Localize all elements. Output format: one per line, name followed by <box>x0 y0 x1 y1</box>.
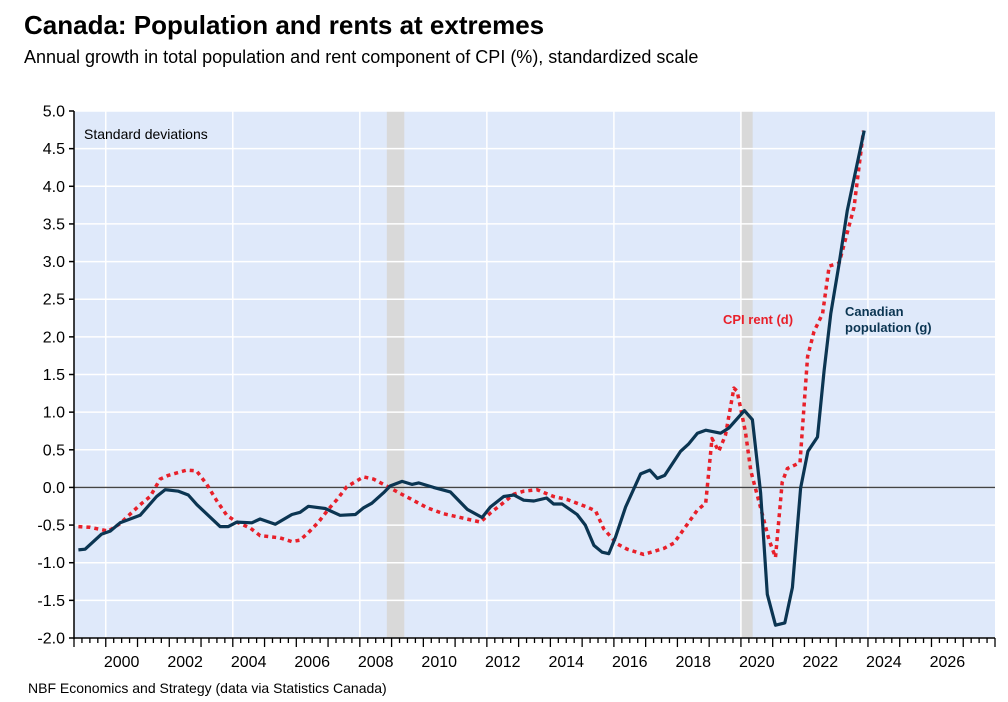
x-tick-label: 2002 <box>167 654 203 671</box>
y-tick-label: -1.0 <box>37 555 65 572</box>
population-annotation-line1: Canadian <box>845 304 904 319</box>
y-unit-label: Standard deviations <box>84 126 208 142</box>
y-tick-label: 2.5 <box>43 292 65 309</box>
x-tick-label: 2020 <box>739 654 775 671</box>
x-tick-label: 2006 <box>294 654 330 671</box>
x-tick-label: 2018 <box>675 654 711 671</box>
population-series-line <box>78 130 866 627</box>
chart-subtitle: Annual growth in total population and re… <box>24 47 699 67</box>
x-tick-label: 2008 <box>358 654 394 671</box>
x-tick-label: 2022 <box>803 654 839 671</box>
x-tick-label: 2024 <box>866 654 902 671</box>
y-tick-label: 0.0 <box>43 480 65 497</box>
y-tick-label: 0.5 <box>43 442 65 459</box>
rent-annotation: CPI rent (d) <box>723 312 793 327</box>
axes: -2.0 -1.5 -1.0 -0.5 0.0 0.5 1.0 1.5 2.0 2.5 3.0 3.5… <box>37 104 996 671</box>
x-tick-label: 2010 <box>421 654 457 671</box>
y-tick-label: 5.0 <box>43 104 65 121</box>
y-tick-label: -0.5 <box>37 518 65 535</box>
y-tick-label: 4.5 <box>43 141 65 158</box>
series-lines <box>78 130 866 627</box>
y-tick-label: 3.0 <box>43 254 65 271</box>
y-tick-label: 3.5 <box>43 216 65 233</box>
x-tick-label: 2016 <box>612 654 648 671</box>
y-tick-label: 1.5 <box>43 367 65 384</box>
chart-title: Canada: Population and rents at extremes <box>24 10 545 40</box>
x-tick-label: 2000 <box>104 654 140 671</box>
x-tick-label: 2014 <box>548 654 584 671</box>
y-tick-label: 2.0 <box>43 329 65 346</box>
y-tick-label: -2.0 <box>37 631 65 648</box>
source-note: NBF Economics and Strategy (data via Sta… <box>28 680 387 696</box>
x-tick-label: 2004 <box>231 654 267 671</box>
x-tick-label: 2026 <box>930 654 966 671</box>
population-annotation-line2: population (g) <box>845 320 932 335</box>
y-tick-label: -1.5 <box>37 593 65 610</box>
y-tick-label: 4.0 <box>43 179 65 196</box>
x-tick-label: 2012 <box>485 654 521 671</box>
y-tick-label: 1.0 <box>43 405 65 422</box>
